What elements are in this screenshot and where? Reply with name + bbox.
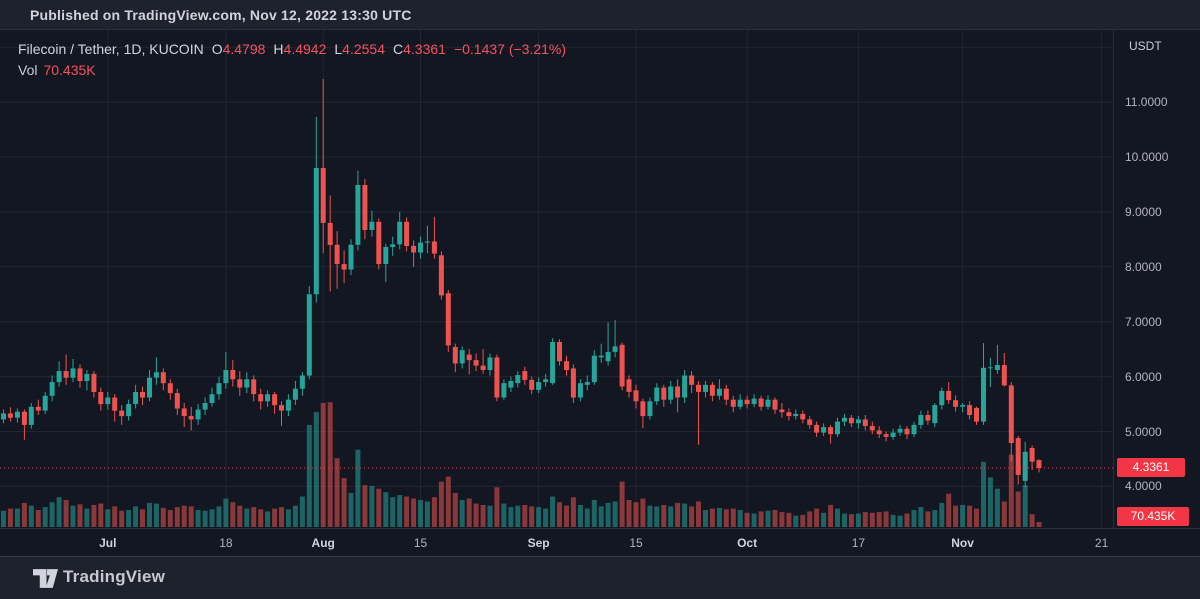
price-tick-label: 9.0000 [1125, 204, 1162, 219]
time-tick-day-label: 21 [1094, 536, 1109, 550]
footer-bar: TradingView [0, 556, 1200, 599]
low-value: 4.2554 [342, 41, 385, 57]
legend-symbol-row: Filecoin / Tether, 1D, KUCOIN O4.4798 H4.4… [18, 39, 566, 59]
time-tick-month-label: Jul [99, 536, 117, 550]
price-tick-label: 4.0000 [1125, 479, 1162, 494]
price-axis[interactable]: USDT 11.0000 10.0000 9.0000 8.0000 7.0000 6.0… [1113, 30, 1200, 528]
close-value: 4.3361 [403, 41, 446, 57]
tradingview-brand[interactable]: TradingView [63, 567, 166, 586]
price-tick-label: 10.0000 [1125, 150, 1169, 164]
tradingview-logo-icon[interactable] [33, 568, 59, 589]
open-value: 4.4798 [222, 41, 266, 57]
last-price-badge: 4.3361 [1117, 458, 1185, 477]
time-tick-day-label: 17 [851, 536, 866, 550]
time-tick-month-label: Aug [311, 536, 335, 550]
price-axis-unit: USDT [1129, 39, 1162, 53]
time-tick-month-label: Nov [951, 536, 974, 550]
time-tick-day-label: 15 [413, 536, 428, 550]
price-tick-label: 7.0000 [1125, 314, 1162, 329]
published-text: Published on TradingView.com, Nov 12, 20… [30, 7, 412, 23]
time-tick-day-label: 15 [629, 536, 643, 550]
high-label: H [273, 41, 284, 57]
high-value: 4.4942 [283, 41, 327, 57]
time-tick-month-label: Sep [527, 536, 550, 550]
change-value: −0.1437 (−3.21%) [453, 41, 567, 57]
open-label: O [211, 41, 223, 57]
low-label: L [334, 41, 343, 57]
price-tick-label: 5.0000 [1125, 424, 1162, 439]
time-axis[interactable]: Jul 18 Aug 15 Sep 15 Oct 17 Nov 21 [0, 528, 1200, 556]
published-bar: Published on TradingView.com, Nov 12, 20… [0, 0, 1200, 30]
price-tick-label: 8.0000 [1125, 259, 1162, 274]
legend-volume-row: Vol 70.435K [18, 60, 566, 80]
last-volume-badge: 70.435K [1117, 507, 1189, 526]
volume-value: 70.435K [43, 62, 96, 78]
price-tick-label: 6.0000 [1125, 369, 1162, 384]
symbol-title: Filecoin / Tether, 1D, KUCOIN [18, 41, 204, 57]
time-tick-day-label: 18 [219, 536, 233, 550]
volume-label: Vol [18, 62, 38, 78]
close-label: C [393, 41, 404, 57]
time-tick-month-label: Oct [737, 536, 758, 550]
chart-legend: Filecoin / Tether, 1D, KUCOIN O4.4798 H4.4… [18, 39, 566, 80]
price-tick-label: 11.0000 [1125, 95, 1168, 110]
